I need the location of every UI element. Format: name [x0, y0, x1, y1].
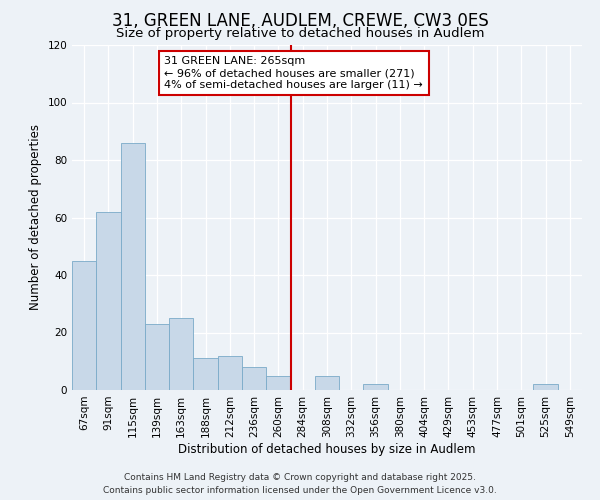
Bar — [96, 212, 121, 390]
Text: Size of property relative to detached houses in Audlem: Size of property relative to detached ho… — [116, 28, 484, 40]
Y-axis label: Number of detached properties: Number of detached properties — [29, 124, 42, 310]
Bar — [169, 318, 193, 390]
Bar — [242, 367, 266, 390]
Bar — [193, 358, 218, 390]
Bar — [72, 260, 96, 390]
X-axis label: Distribution of detached houses by size in Audlem: Distribution of detached houses by size … — [178, 442, 476, 456]
Bar — [145, 324, 169, 390]
Bar — [218, 356, 242, 390]
Text: Contains HM Land Registry data © Crown copyright and database right 2025.
Contai: Contains HM Land Registry data © Crown c… — [103, 473, 497, 495]
Bar — [121, 143, 145, 390]
Bar — [266, 376, 290, 390]
Text: 31, GREEN LANE, AUDLEM, CREWE, CW3 0ES: 31, GREEN LANE, AUDLEM, CREWE, CW3 0ES — [112, 12, 488, 30]
Bar — [315, 376, 339, 390]
Bar — [364, 384, 388, 390]
Bar — [533, 384, 558, 390]
Text: 31 GREEN LANE: 265sqm
← 96% of detached houses are smaller (271)
4% of semi-deta: 31 GREEN LANE: 265sqm ← 96% of detached … — [164, 56, 423, 90]
